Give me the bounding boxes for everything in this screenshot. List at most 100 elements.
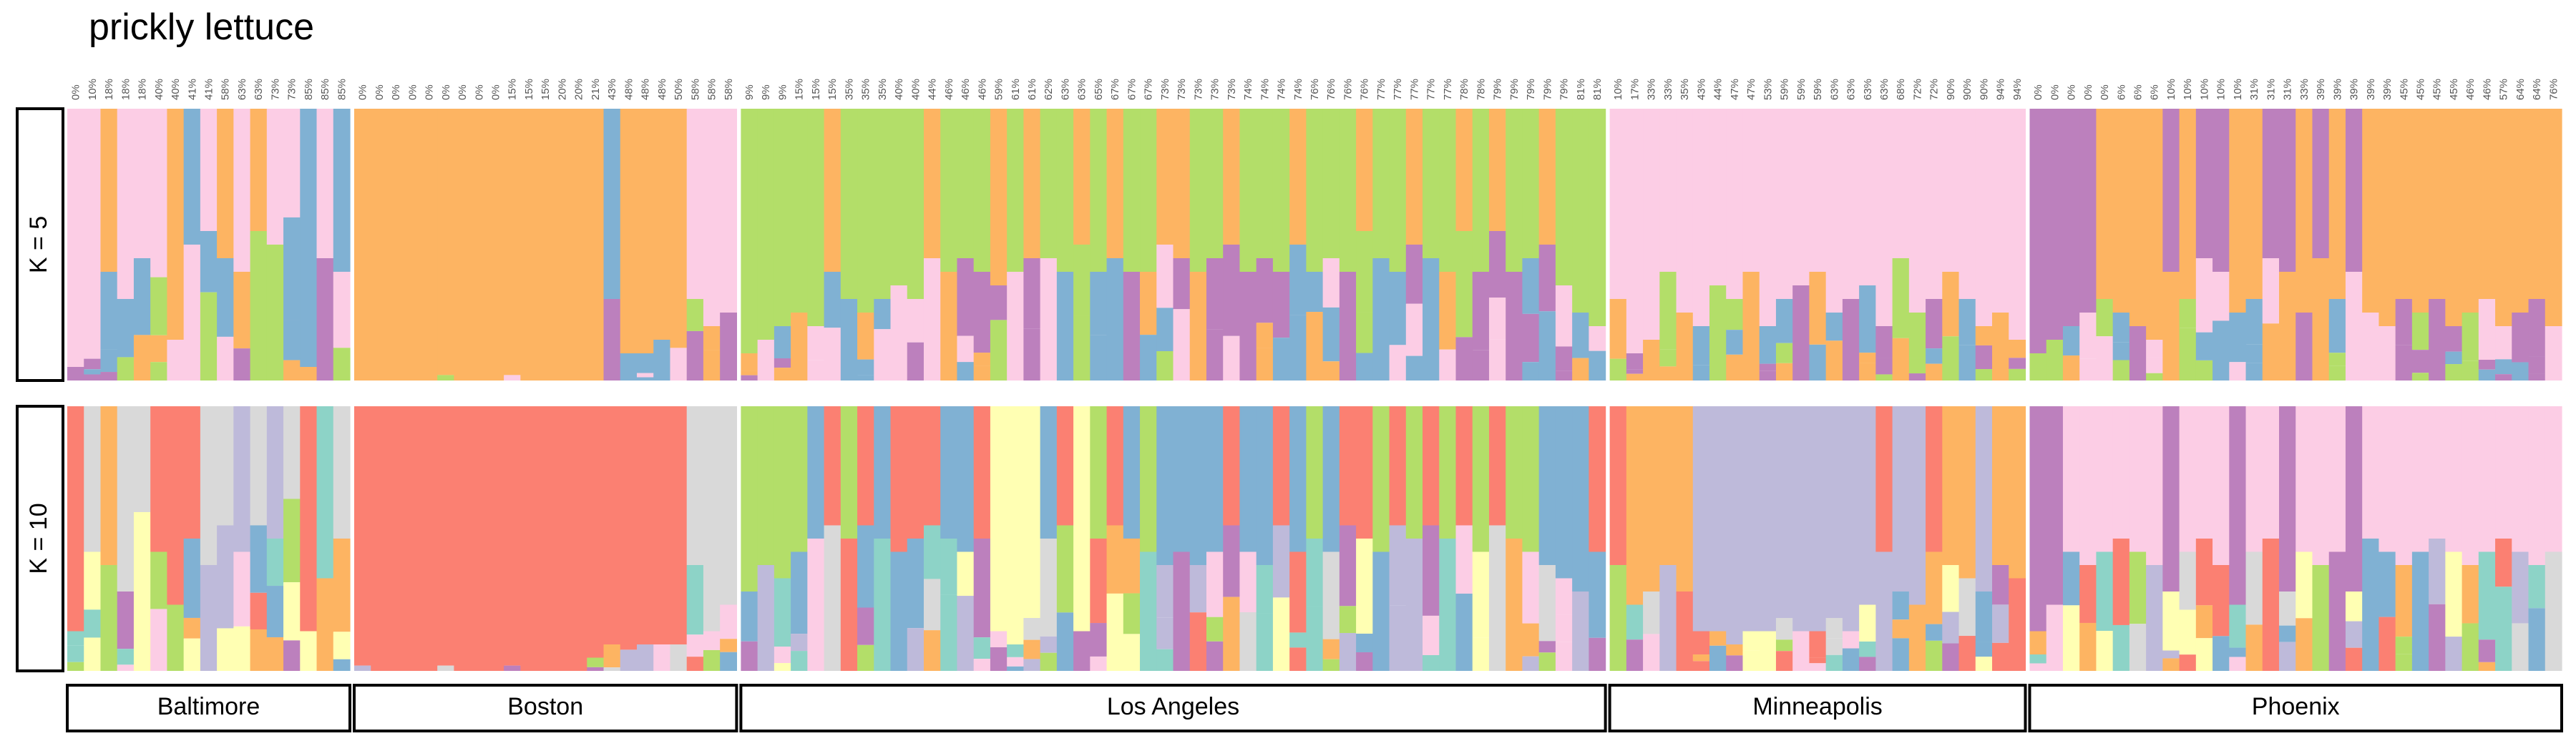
ancestry-segment [420, 109, 438, 381]
ancestry-segment [1206, 258, 1224, 330]
ancestry-segment [1926, 348, 1943, 364]
ancestry-segment [1439, 349, 1457, 381]
ancestry-segment [1908, 406, 1926, 605]
percent-label: 79% [1541, 79, 1553, 100]
ancestry-segment [824, 525, 841, 671]
ancestry-segment [2179, 299, 2197, 328]
ancestry-segment [183, 638, 201, 671]
ancestry-segment [1322, 659, 1340, 671]
ancestry-segment [2345, 406, 2363, 592]
ancestry-segment [2478, 406, 2496, 552]
ancestry-segment [686, 565, 704, 635]
percent-label: 48% [656, 79, 668, 100]
percent-label: 41% [203, 79, 215, 100]
ancestry-segment [2146, 109, 2163, 340]
ancestry-segment [1123, 109, 1141, 272]
percent-label: 53% [1762, 79, 1774, 100]
ancestry-segment [2062, 326, 2080, 356]
ancestry-segment [1389, 345, 1407, 381]
ancestry-segment [2112, 313, 2130, 343]
ancestry-segment [1759, 326, 1777, 364]
ancestry-segment [1859, 109, 1876, 285]
ancestry-segment [250, 231, 268, 381]
ancestry-segment [1173, 551, 1191, 671]
ancestry-segment [1156, 350, 1174, 381]
ancestry-segment [2195, 109, 2213, 258]
ancestry-segment [1073, 631, 1091, 671]
percent-label: 10% [2182, 79, 2194, 100]
ancestry-segment [2112, 360, 2130, 381]
ancestry-segment [454, 109, 472, 381]
ancestry-segment [620, 649, 638, 671]
ancestry-segment [2279, 592, 2296, 626]
percent-label: 33% [1662, 79, 1674, 100]
percent-label: 0% [2049, 84, 2061, 100]
percent-label: 61% [1026, 79, 1038, 100]
ancestry-segment [807, 406, 825, 539]
ancestry-segment [1555, 614, 1573, 642]
ancestry-segment [1140, 109, 1157, 272]
ancestry-segment [1140, 551, 1157, 671]
percent-label: 78% [1475, 79, 1487, 100]
ancestry-segment [2411, 406, 2429, 552]
ancestry-segment [1356, 406, 1373, 539]
panel-label: K = 5 [25, 216, 52, 273]
ancestry-segment [2195, 406, 2213, 539]
ancestry-segment [1842, 631, 1860, 649]
ancestry-segment [1825, 109, 1843, 313]
ancestry-segment [2229, 604, 2247, 648]
percent-label: 18% [119, 79, 132, 100]
ancestry-segment [1206, 641, 1224, 671]
percent-label: 39% [2348, 79, 2361, 100]
ancestry-segment [620, 109, 638, 353]
ancestry-segment [2029, 109, 2047, 353]
ancestry-segment [774, 368, 791, 381]
ancestry-segment [1356, 312, 1373, 353]
ancestry-segment [1506, 109, 1523, 272]
ancestry-segment [1223, 597, 1241, 671]
ancestry-segment [2462, 406, 2479, 565]
ancestry-segment [2495, 374, 2512, 381]
ancestry-segment [1709, 631, 1727, 646]
ancestry-segment [250, 592, 268, 629]
ancestry-segment [1942, 612, 1960, 644]
ancestry-segment [686, 657, 704, 671]
ancestry-segment [1859, 641, 1876, 657]
ancestry-segment [1472, 406, 1490, 552]
ancestry-segment [1842, 406, 1860, 632]
percent-label: 63% [1862, 79, 1874, 100]
ancestry-segment [1306, 109, 1324, 272]
ancestry-segment [2146, 357, 2163, 373]
ancestry-segment [1488, 406, 1506, 526]
ancestry-segment [1759, 370, 1777, 381]
population-strip: Los Angeles [739, 684, 1607, 732]
percent-label: 39% [2365, 79, 2377, 100]
percent-label: 39% [2331, 79, 2343, 100]
ancestry-segment [1189, 406, 1207, 565]
ancestry-segment [283, 320, 301, 360]
ancestry-segment [2212, 406, 2230, 565]
ancestry-segment [774, 578, 791, 647]
ancestry-segment [1859, 363, 1876, 381]
ancestry-segment [1609, 299, 1627, 359]
ancestry-segment [266, 637, 284, 671]
percent-label: 63% [1059, 79, 1071, 100]
ancestry-segment [1322, 109, 1340, 258]
ancestry-segment [2162, 406, 2180, 592]
ancestry-segment [1643, 634, 1660, 671]
ancestry-segment [1289, 632, 1307, 648]
ancestry-segment [774, 109, 791, 326]
ancestry-segment [686, 330, 704, 381]
ancestry-segment [720, 604, 737, 639]
population-strip: Boston [352, 684, 738, 732]
ancestry-segment [1692, 326, 1710, 365]
ancestry-segment [1455, 525, 1473, 594]
ancestry-segment [703, 649, 721, 671]
percent-label: 73% [1226, 79, 1238, 100]
ancestry-segment [2129, 624, 2147, 671]
ancestry-segment [2146, 340, 2163, 358]
ancestry-segment [2478, 551, 2496, 640]
ancestry-segment [233, 272, 251, 349]
ancestry-segment [283, 360, 301, 381]
ancestry-segment [1555, 285, 1573, 347]
